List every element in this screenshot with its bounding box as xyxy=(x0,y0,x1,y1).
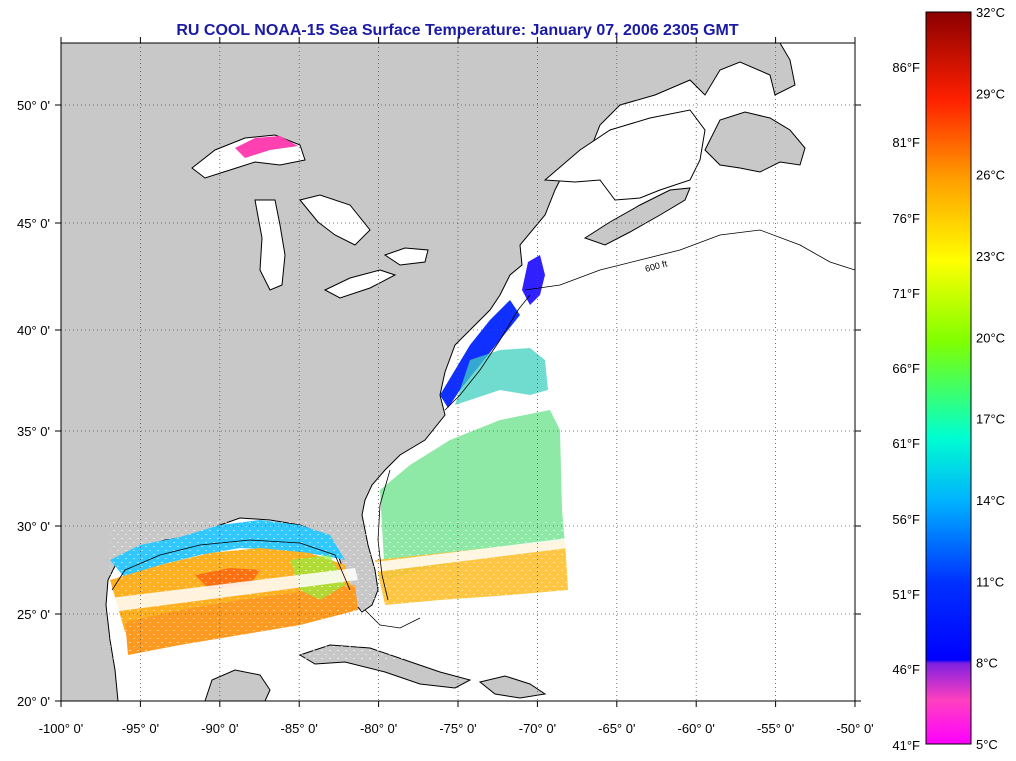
lat-label: 50° 0' xyxy=(17,98,50,113)
sst-new-england xyxy=(522,255,545,305)
lat-label: 45° 0' xyxy=(17,216,50,231)
nova-scotia-land xyxy=(583,187,691,246)
colorbar-fahrenheit-label: 66°F xyxy=(892,361,920,376)
sst-mid-atlantic-shelf xyxy=(440,300,520,408)
colorbar-fahrenheit-label: 86°F xyxy=(892,60,920,75)
lat-label: 25° 0' xyxy=(17,607,50,622)
lat-label: 30° 0' xyxy=(17,519,50,534)
map-title: RU COOL NOAA-15 Sea Surface Temperature:… xyxy=(176,22,739,39)
lat-label: 20° 0' xyxy=(17,694,50,709)
colorbar-fahrenheit-label: 56°F xyxy=(892,512,920,527)
lon-label: -100° 0' xyxy=(39,721,84,736)
colorbar-celsius-label: 29°C xyxy=(976,86,1005,101)
isobath-lines xyxy=(111,229,855,629)
colorbar-fahrenheit-label: 81°F xyxy=(892,135,920,150)
colorbar-fahrenheit-label: 76°F xyxy=(892,211,920,226)
colorbar-celsius-labels: 32°C 29°C 26°C 23°C 20°C 17°C 14°C 11°C 8°C 5°C xyxy=(976,5,1005,752)
frame-ticks xyxy=(55,37,861,707)
lake-superior-sst xyxy=(235,136,298,158)
lat-label: 40° 0' xyxy=(17,323,50,338)
colorbar-fahrenheit-labels: 86°F 81°F 76°F 71°F 66°F 61°F 56°F 51°F 46°F 41°F xyxy=(892,60,920,753)
graticule xyxy=(61,43,855,701)
sst-swath-gap-1 xyxy=(110,568,358,612)
lon-label: -90° 0' xyxy=(201,721,238,736)
yucatan-land xyxy=(204,669,271,701)
colorbar-celsius-label: 8°C xyxy=(976,656,998,671)
lon-label: -85° 0' xyxy=(281,721,318,736)
longitude-labels: -100° 0' -95° 0' -90° 0' -85° 0' -80° 0' -75°… xyxy=(39,721,874,736)
land-layer xyxy=(61,43,806,701)
lon-label: -60° 0' xyxy=(678,721,715,736)
newfoundland-land xyxy=(704,111,806,173)
colorbar-fahrenheit-label: 41°F xyxy=(892,738,920,753)
sst-data-layer xyxy=(110,255,570,660)
lon-label: -65° 0' xyxy=(598,721,635,736)
lon-label: -55° 0' xyxy=(757,721,794,736)
colorbar-celsius-label: 32°C xyxy=(976,5,1005,20)
colorbar-celsius-label: 23°C xyxy=(976,249,1005,264)
lon-label: -75° 0' xyxy=(439,721,476,736)
colorbar-fahrenheit-label: 71°F xyxy=(892,286,920,301)
lon-label: -50° 0' xyxy=(836,721,873,736)
colorbar-fahrenheit-label: 46°F xyxy=(892,662,920,677)
colorbar-celsius-label: 17°C xyxy=(976,412,1005,427)
lon-label: -70° 0' xyxy=(519,721,556,736)
colorbar-fahrenheit-label: 61°F xyxy=(892,436,920,451)
colorbar-celsius-label: 14°C xyxy=(976,493,1005,508)
colorbar-celsius-label: 5°C xyxy=(976,737,998,752)
sst-mid-atlantic-offshore xyxy=(455,348,548,405)
sst-swath-gap-2 xyxy=(375,538,568,572)
latitude-labels: 20° 0' 25° 0' 30° 0' 35° 0' 40° 0' 45° 0' 50° … xyxy=(17,98,50,709)
lon-label: -95° 0' xyxy=(122,721,159,736)
hispaniola-land xyxy=(478,675,547,699)
colorbar-celsius-label: 11°C xyxy=(976,574,1004,589)
colorbar xyxy=(925,11,972,745)
lat-label: 35° 0' xyxy=(17,424,50,439)
colorbar-celsius-label: 20°C xyxy=(976,330,1005,345)
lon-label: -80° 0' xyxy=(360,721,397,736)
colorbar-celsius-label: 26°C xyxy=(976,168,1005,183)
colorbar-fahrenheit-label: 51°F xyxy=(892,587,920,602)
